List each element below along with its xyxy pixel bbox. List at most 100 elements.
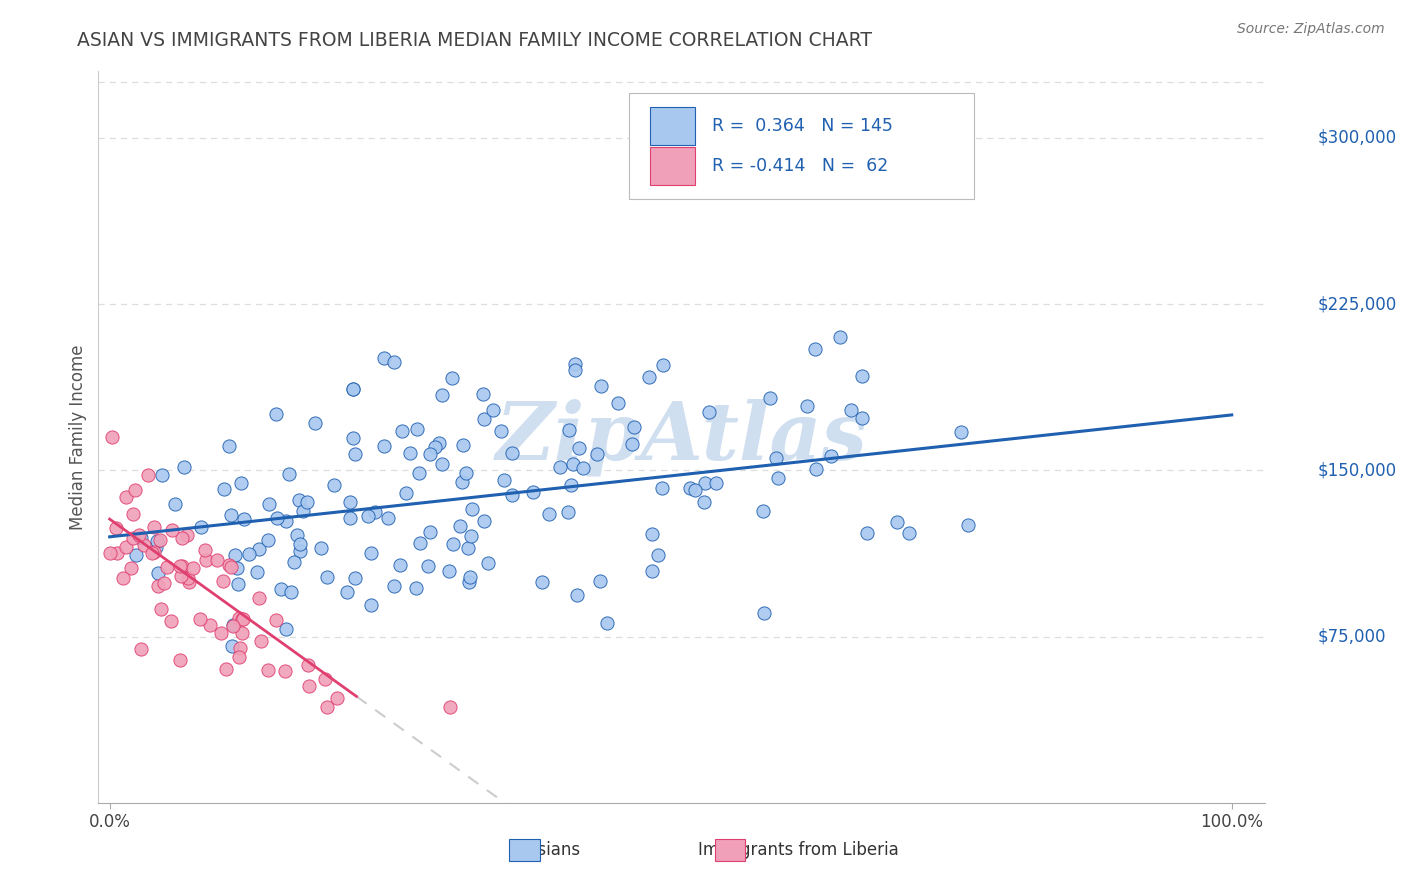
Point: [149, 602, 172, 616]
Point: [219, 560, 242, 574]
Point: [652, 359, 675, 373]
Point: [561, 457, 583, 471]
Text: $300,000: $300,000: [1317, 128, 1398, 147]
Point: [693, 495, 716, 509]
Point: [247, 591, 270, 605]
Point: [754, 606, 776, 620]
Point: [472, 514, 495, 528]
Point: [839, 402, 862, 417]
Point: [886, 516, 908, 530]
Point: [647, 548, 669, 562]
Point: [565, 588, 588, 602]
Point: [247, 542, 270, 557]
Point: [477, 556, 499, 570]
Point: [304, 417, 326, 431]
Point: [143, 544, 166, 558]
Point: [190, 612, 212, 626]
FancyBboxPatch shape: [651, 147, 695, 186]
Point: [382, 355, 405, 369]
Point: [218, 558, 240, 572]
Point: [129, 642, 152, 657]
Point: [391, 424, 413, 438]
Point: [194, 543, 217, 558]
Point: [290, 543, 312, 558]
Point: [121, 561, 143, 575]
Point: [898, 525, 921, 540]
Point: [246, 565, 269, 579]
Point: [607, 396, 630, 410]
Point: [238, 547, 260, 561]
Point: [172, 531, 194, 545]
Point: [589, 574, 612, 588]
Text: R =  0.364   N = 145: R = 0.364 N = 145: [713, 117, 893, 136]
Point: [704, 475, 727, 490]
Point: [384, 579, 406, 593]
Point: [205, 553, 228, 567]
Point: [564, 363, 586, 377]
Point: [950, 425, 973, 439]
Point: [283, 556, 305, 570]
Text: R = -0.414   N =  62: R = -0.414 N = 62: [713, 158, 889, 176]
Point: [266, 613, 288, 627]
Point: [138, 467, 160, 482]
Point: [501, 445, 523, 459]
Text: $75,000: $75,000: [1317, 628, 1386, 646]
Point: [256, 663, 278, 677]
Point: [124, 483, 146, 498]
Point: [231, 612, 253, 626]
Point: [491, 424, 513, 438]
Point: [405, 581, 427, 595]
Point: [828, 330, 851, 344]
Point: [522, 485, 544, 500]
Point: [316, 570, 339, 584]
Point: [222, 619, 245, 633]
Point: [759, 391, 782, 405]
Point: [460, 528, 482, 542]
Point: [145, 540, 167, 554]
Point: [257, 533, 280, 547]
Point: [146, 566, 169, 581]
Point: [537, 508, 560, 522]
Point: [589, 379, 612, 393]
Point: [457, 541, 479, 555]
Point: [143, 520, 166, 534]
Point: [322, 477, 344, 491]
FancyBboxPatch shape: [651, 107, 695, 145]
Point: [494, 473, 516, 487]
Point: [122, 531, 145, 545]
Point: [222, 618, 245, 632]
Text: $225,000: $225,000: [1317, 295, 1398, 313]
Point: [270, 582, 292, 596]
Point: [342, 431, 364, 445]
Point: [228, 611, 250, 625]
Point: [280, 585, 302, 599]
Point: [638, 370, 661, 384]
Text: ZipAtlas: ZipAtlas: [496, 399, 868, 475]
Point: [423, 440, 446, 454]
Point: [233, 512, 256, 526]
Point: [131, 532, 153, 546]
Point: [278, 467, 301, 481]
Point: [439, 700, 461, 714]
Point: [548, 460, 571, 475]
Point: [456, 467, 478, 481]
Point: [160, 524, 183, 538]
Point: [160, 615, 183, 629]
Point: [471, 387, 494, 401]
Point: [339, 511, 361, 525]
Point: [176, 571, 198, 585]
Point: [806, 462, 828, 476]
Point: [259, 497, 281, 511]
FancyBboxPatch shape: [630, 94, 973, 200]
Point: [957, 518, 980, 533]
Point: [150, 467, 173, 482]
Point: [297, 658, 319, 673]
Point: [851, 368, 873, 383]
Point: [586, 447, 609, 461]
Point: [288, 493, 311, 508]
Point: [856, 525, 879, 540]
Point: [132, 538, 155, 552]
Text: $150,000: $150,000: [1317, 461, 1398, 479]
Point: [173, 459, 195, 474]
Point: [141, 546, 163, 560]
